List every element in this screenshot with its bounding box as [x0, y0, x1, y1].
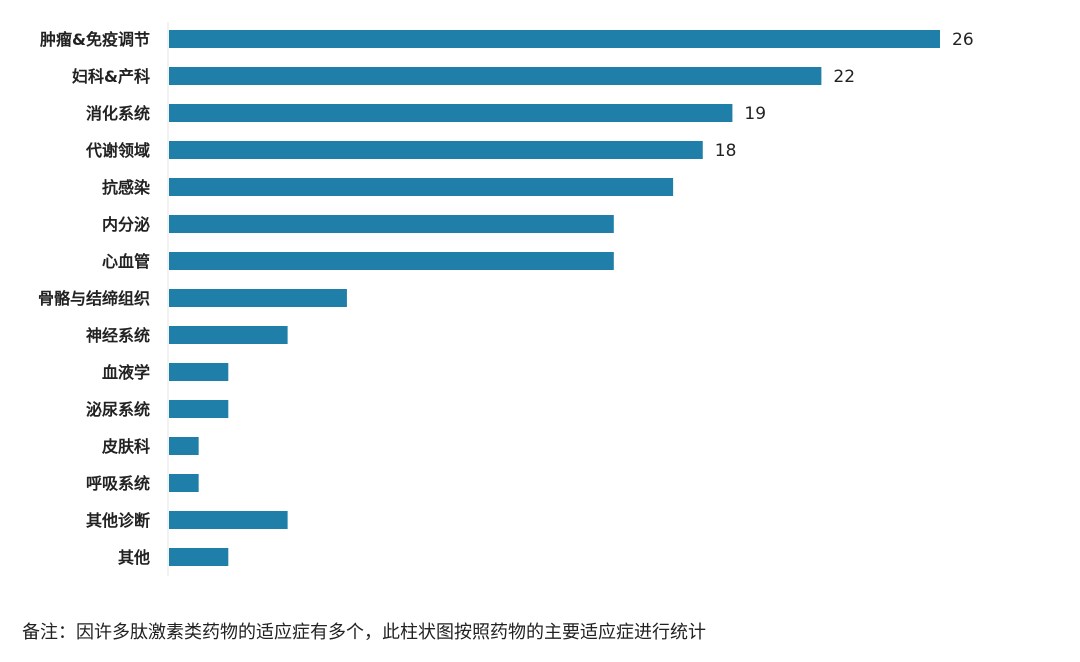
category-label-3: 代谢领域 — [85, 141, 150, 160]
bar-10 — [169, 400, 229, 418]
category-label-6: 心血管 — [102, 252, 150, 271]
bar-11 — [169, 437, 199, 455]
bar-9 — [169, 363, 229, 381]
category-label-13: 其他诊断 — [86, 511, 150, 530]
category-label-4: 抗感染 — [102, 178, 151, 197]
category-label-10: 泌尿系统 — [86, 400, 150, 419]
bar-2 — [169, 104, 733, 122]
category-labels-group: 肿瘤&免疫调节妇科&产科消化系统代谢领域抗感染内分泌心血管骨骼与结缔组织神经系统… — [38, 30, 151, 567]
bar-chart: 肿瘤&免疫调节妇科&产科消化系统代谢领域抗感染内分泌心血管骨骼与结缔组织神经系统… — [38, 22, 974, 576]
value-label-3: 18 — [715, 141, 737, 161]
bar-6 — [169, 252, 614, 270]
category-label-8: 神经系统 — [86, 326, 150, 345]
bar-4 — [169, 178, 674, 196]
bar-7 — [169, 289, 347, 307]
category-label-14: 其他 — [118, 548, 150, 567]
category-label-2: 消化系统 — [86, 104, 150, 123]
bar-0 — [169, 30, 940, 48]
value-labels-group: 26 22 19 18 — [715, 30, 974, 161]
value-label-0: 26 — [952, 30, 974, 50]
bar-12 — [169, 474, 199, 492]
bars-group — [169, 30, 940, 566]
bar-14 — [169, 548, 229, 566]
bar-1 — [169, 67, 822, 85]
category-label-5: 内分泌 — [102, 215, 150, 234]
category-label-1: 妇科&产科 — [72, 67, 150, 86]
bar-5 — [169, 215, 614, 233]
footnote: 备注：因许多肽激素类药物的适应症有多个，此柱状图按照药物的主要适应症进行统计 — [22, 622, 706, 643]
category-label-7: 骨骼与结缔组织 — [38, 289, 150, 308]
bar-13 — [169, 511, 288, 529]
category-label-11: 皮肤科 — [101, 437, 150, 456]
value-label-1: 22 — [833, 67, 855, 87]
value-label-2: 19 — [744, 104, 766, 124]
category-label-9: 血液学 — [102, 363, 150, 382]
category-label-12: 呼吸系统 — [86, 474, 150, 493]
category-label-0: 肿瘤&免疫调节 — [40, 30, 150, 49]
bar-3 — [169, 141, 703, 159]
bar-8 — [169, 326, 288, 344]
